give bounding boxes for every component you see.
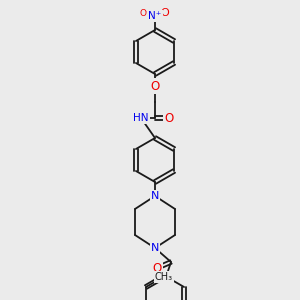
Text: O⁻: O⁻ (139, 8, 151, 17)
Text: HN: HN (133, 113, 149, 123)
Text: N⁺: N⁺ (148, 11, 162, 21)
Text: O: O (150, 80, 160, 92)
Text: N: N (151, 191, 159, 201)
Text: N: N (151, 243, 159, 253)
Text: O: O (152, 262, 162, 275)
Text: CH₃: CH₃ (155, 272, 173, 282)
Text: O: O (160, 8, 169, 18)
Text: O: O (164, 112, 174, 124)
